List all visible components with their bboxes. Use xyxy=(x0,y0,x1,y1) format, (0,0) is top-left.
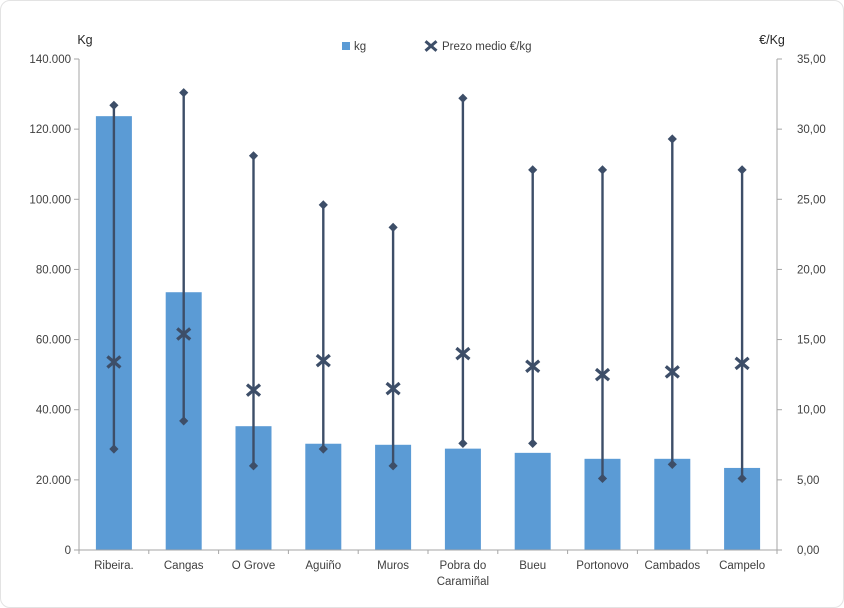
price-min-marker-9 xyxy=(737,473,747,484)
price-max-marker-8 xyxy=(667,134,677,144)
y-axis-right-tick-label: 15,00 xyxy=(797,335,826,347)
price-min-marker-8 xyxy=(667,459,677,470)
y-axis-left-tick-label: 100.000 xyxy=(29,194,71,206)
legend-kg-swatch xyxy=(342,42,350,50)
category-label-9: Campelo xyxy=(719,560,765,572)
price-range-series xyxy=(109,88,747,484)
category-label-3: Aguiño xyxy=(305,560,341,572)
price-max-marker-4 xyxy=(388,222,398,232)
y-axis-left-tick-label: 80.000 xyxy=(36,264,71,276)
price-max-marker-9 xyxy=(737,165,747,175)
price-mean-marker-8-stroke-2 xyxy=(664,365,680,379)
price-max-marker-2 xyxy=(248,151,259,161)
price-mean-marker-9 xyxy=(734,356,750,371)
y-axis-left-tick-label: 120.000 xyxy=(29,124,71,136)
price-mean-marker-7-stroke-2 xyxy=(594,367,611,382)
price-max-marker-1 xyxy=(179,88,189,98)
price-min-marker-7 xyxy=(597,473,608,484)
category-label-0: Ribeira. xyxy=(94,560,134,572)
price-mean-marker-5 xyxy=(455,346,471,361)
bar-kg-6 xyxy=(514,452,551,550)
y-axis-left-tick-label: 0 xyxy=(65,545,71,557)
price-mean-marker-3 xyxy=(315,353,331,368)
price-mean-marker-7 xyxy=(594,367,611,382)
y-axis-right-tick-label: 10,00 xyxy=(797,405,826,417)
price-mean-series xyxy=(106,327,750,397)
price-min-marker-5 xyxy=(458,438,468,448)
category-label-5-line2: Caramiñal xyxy=(437,576,489,588)
right-axis-title: €/Kg xyxy=(759,33,785,47)
bar-series-kg xyxy=(95,116,761,550)
axes xyxy=(74,58,782,554)
y-axis-left-tick-label: 60.000 xyxy=(36,335,71,347)
price-mean-marker-0 xyxy=(106,355,122,369)
category-label-7: Portonovo xyxy=(576,560,628,572)
legend-prezo-marker-icon xyxy=(424,40,438,52)
bar-kg-8 xyxy=(654,458,691,550)
category-label-4: Muros xyxy=(377,560,409,572)
price-min-marker-3 xyxy=(318,444,328,454)
y-axis-right-tick-label: 20,00 xyxy=(797,264,826,276)
left-axis-title: Kg xyxy=(77,33,92,47)
price-max-marker-3 xyxy=(318,200,328,210)
y-axis-right-tick-label: 5,00 xyxy=(797,475,819,487)
price-min-marker-4 xyxy=(388,461,398,471)
price-mean-marker-3-stroke-2 xyxy=(315,353,331,368)
price-mean-marker-8 xyxy=(664,365,680,379)
y-axis-right-tick-label: 0,00 xyxy=(797,545,819,557)
price-min-marker-0 xyxy=(109,444,119,454)
category-label-6: Bueu xyxy=(519,560,546,572)
category-label-2: O Grove xyxy=(232,560,275,572)
price-mean-marker-0-stroke-2 xyxy=(106,355,122,369)
category-label-1: Cangas xyxy=(164,560,204,572)
y-axis-right-tick-label: 25,00 xyxy=(797,194,826,206)
price-mean-marker-1 xyxy=(176,327,192,341)
price-min-marker-1 xyxy=(179,416,189,426)
price-mean-marker-6-stroke-2 xyxy=(525,359,541,373)
price-mean-marker-1-stroke-2 xyxy=(176,327,192,341)
legend: kg Prezo medio €/kg xyxy=(342,40,532,53)
price-min-marker-2 xyxy=(248,461,259,471)
price-mean-marker-4 xyxy=(385,381,401,396)
legend-kg-label: kg xyxy=(354,41,366,53)
price-max-marker-5 xyxy=(458,93,468,103)
y-axis-right-tick-label: 30,00 xyxy=(797,124,826,136)
legend-prezo-marker-icon-stroke-2 xyxy=(424,40,438,52)
price-max-marker-0 xyxy=(109,100,119,110)
y-axis-right-tick-label: 35,00 xyxy=(797,54,826,66)
legend-prezo-label: Prezo medio €/kg xyxy=(442,41,532,53)
bar-kg-5 xyxy=(444,448,481,550)
price-mean-marker-2 xyxy=(245,383,262,397)
y-axis-left-tick-label: 40.000 xyxy=(36,405,71,417)
y-axis-left-tick-label: 140.000 xyxy=(29,54,71,66)
category-label-8: Cambados xyxy=(644,560,700,572)
y-axis-left-tick-label: 20.000 xyxy=(36,475,71,487)
price-mean-marker-2-stroke-2 xyxy=(245,383,262,397)
price-mean-marker-4-stroke-2 xyxy=(385,381,401,396)
price-mean-marker-9-stroke-2 xyxy=(734,356,750,371)
price-max-marker-6 xyxy=(528,165,538,175)
price-mean-marker-5-stroke-2 xyxy=(455,346,471,361)
bar-kg-3 xyxy=(305,443,342,550)
category-label-5: Pobra do xyxy=(440,560,487,572)
price-max-marker-7 xyxy=(597,165,608,175)
price-min-marker-6 xyxy=(528,438,538,448)
price-mean-marker-6 xyxy=(525,359,541,373)
